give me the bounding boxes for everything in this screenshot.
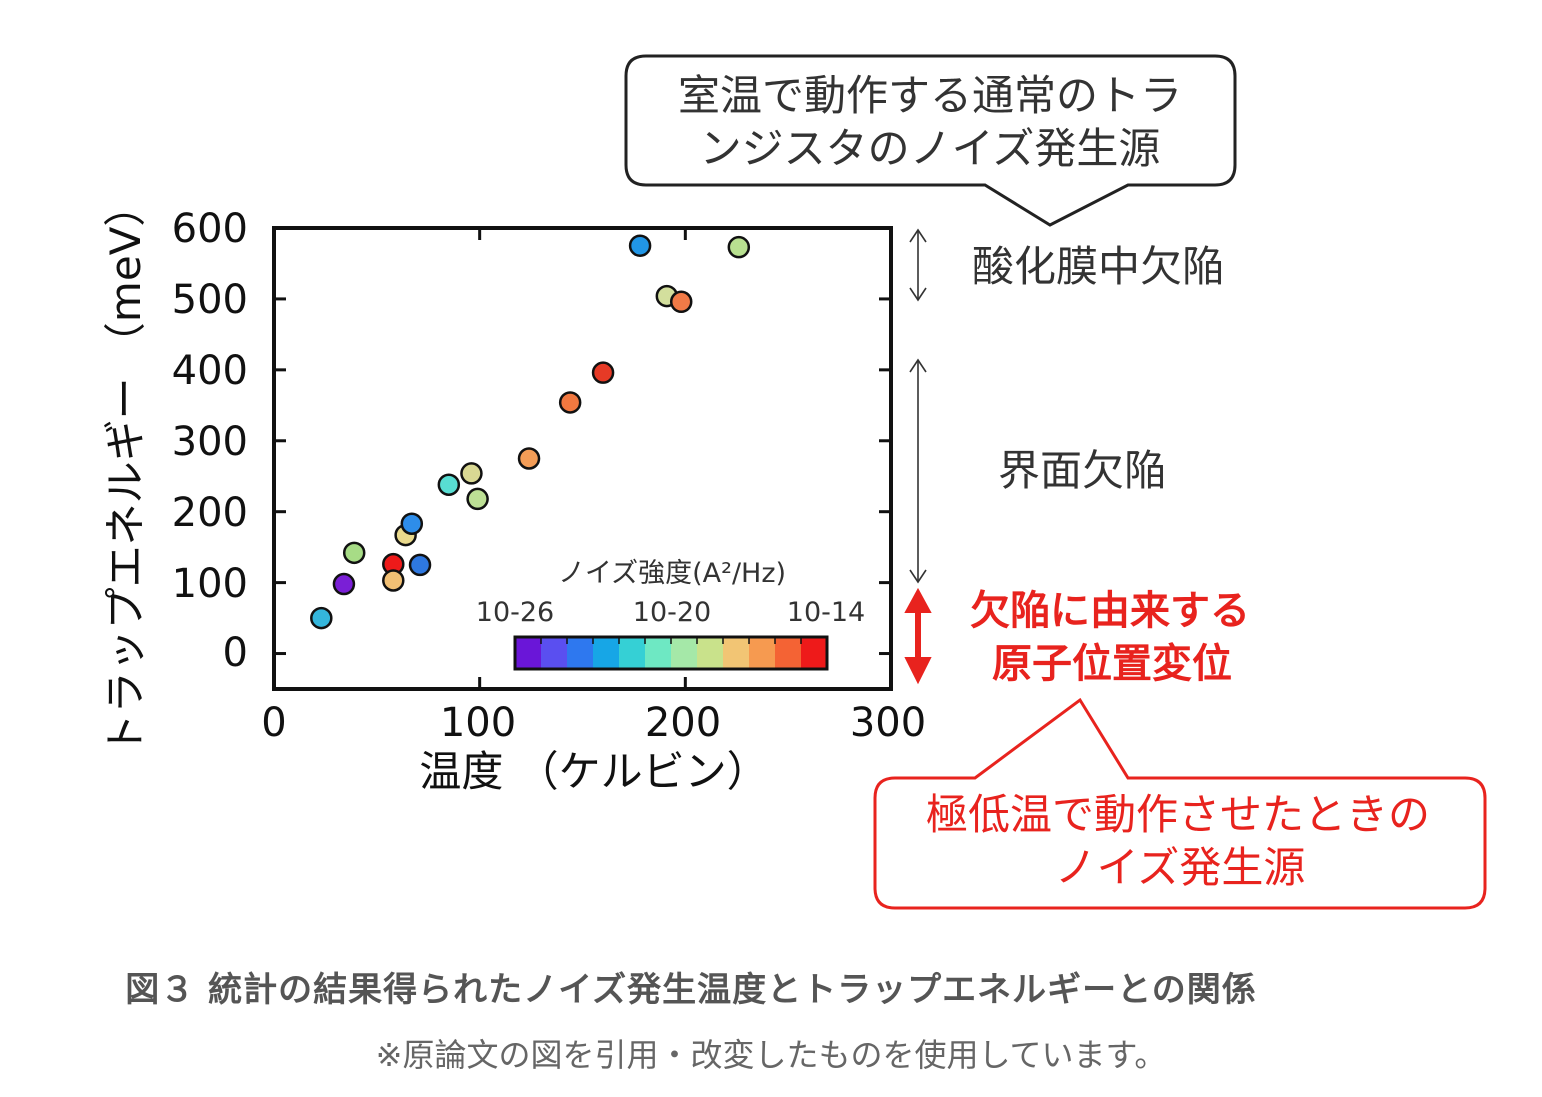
colorbar-segment: [619, 637, 646, 669]
oxide-defect-label: 酸化膜中欠陥: [972, 242, 1224, 291]
colorbar-segment: [723, 637, 750, 669]
bottom-callout-line: ノイズ発生源: [1055, 843, 1306, 892]
colorbar-segment: [801, 637, 828, 669]
data-point: [517, 447, 541, 470]
red-label-line: 原子位置変位: [992, 641, 1232, 687]
y-tick-label: 400: [172, 348, 248, 394]
bottom-callout-bubble: [873, 697, 1487, 910]
top-callout-line: 室温で動作する通常のトラ: [678, 71, 1182, 120]
data-point: [400, 512, 424, 535]
y-tick-label: 100: [172, 561, 248, 607]
x-tick-label: 300: [850, 700, 926, 746]
data-point: [558, 391, 582, 414]
data-point: [342, 541, 366, 565]
oxide-range-arrow: [909, 228, 927, 302]
data-point: [332, 572, 356, 596]
colorbar-segment: [697, 637, 724, 669]
y-tick-label: 600: [172, 206, 248, 252]
top-callout-line: ンジスタのノイズ発生源: [700, 124, 1161, 173]
colorbar-label: 10-26: [476, 597, 554, 628]
y-tick-label: 300: [172, 419, 248, 465]
colorbar-segment: [749, 637, 776, 669]
figure-caption-note: ※原論文の図を引用・改変したものを使用しています。: [375, 1036, 1167, 1074]
red-label-line: 欠陥に由来する: [970, 588, 1250, 634]
x-tick-label: 0: [261, 700, 286, 746]
colorbar-segment: [775, 637, 802, 669]
interface-range-arrow: [909, 358, 927, 584]
data-point: [382, 569, 405, 592]
figure-caption-title: 図３ 統計の結果得られたノイズ発生温度とトラップエネルギーとの関係: [125, 970, 1257, 1010]
colorbar-segment: [645, 637, 672, 669]
y-tick-label: 500: [172, 277, 248, 323]
colorbar-frame: [513, 635, 829, 671]
colorbar-label: 10-20: [633, 597, 711, 628]
data-point: [408, 553, 432, 577]
figure-canvas: 0 100 200 300 400 500 600 0 100 200 300 …: [101, 54, 1487, 910]
data-point: [466, 487, 489, 511]
colorbar-segment: [567, 637, 594, 669]
data-point: [437, 473, 461, 496]
x-axis-label: 温度 （ケルビン）: [419, 747, 768, 796]
y-tick-label: 0: [223, 630, 248, 676]
plot-frame: [272, 226, 893, 691]
data-point: [310, 606, 333, 630]
data-point: [591, 361, 615, 384]
colorbar-segment: [593, 637, 620, 669]
data-point: [460, 462, 483, 485]
axis-ticks: [272, 226, 893, 689]
data-point: [669, 290, 693, 314]
bottom-callout-line: 極低温で動作させたときの: [926, 790, 1430, 839]
colorbar-segment: [671, 637, 698, 669]
data-point: [628, 234, 652, 257]
colorbar-segment: [515, 637, 542, 669]
colorbar-segment: [541, 637, 568, 669]
colorbar-label: 10-14: [787, 597, 865, 628]
colorbar: [515, 637, 828, 669]
data-point: [727, 235, 751, 259]
top-callout-bubble: [624, 54, 1237, 227]
scatter-points: [310, 234, 751, 630]
red-range-arrow: [904, 587, 932, 685]
x-tick-label: 100: [440, 700, 516, 746]
y-axis-label: トラップエネルギー （meV）: [101, 185, 150, 756]
interface-defect-label: 界面欠陥: [998, 446, 1166, 495]
x-tick-label: 200: [645, 700, 721, 746]
y-tick-label: 200: [172, 490, 248, 536]
colorbar-title: ノイズ強度(A²/Hz): [558, 558, 786, 589]
